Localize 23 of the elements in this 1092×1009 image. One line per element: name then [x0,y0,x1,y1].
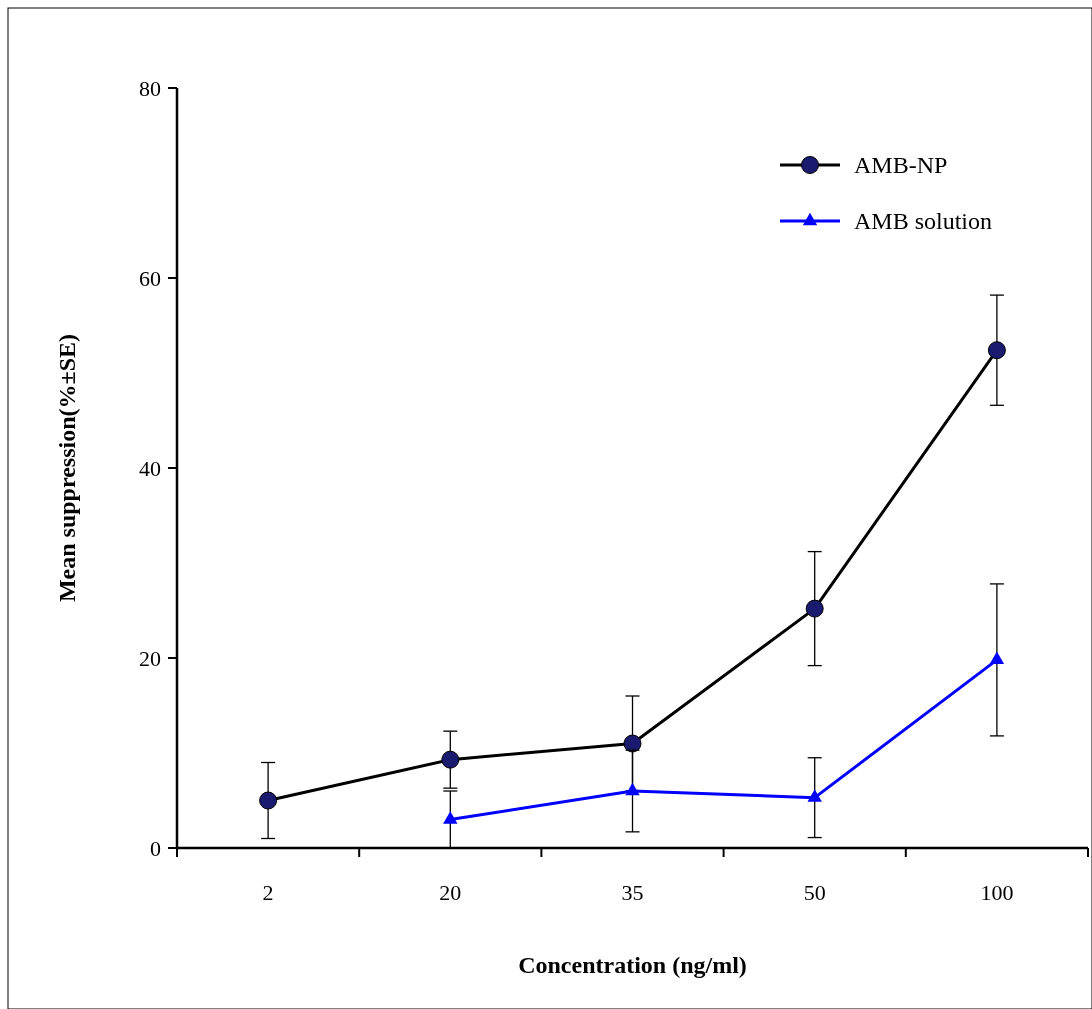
point [989,651,1005,665]
point [805,599,824,618]
y-tick-label: 40 [139,455,161,481]
y-tick-label: 20 [139,645,161,671]
x-tick-label: 35 [621,880,644,905]
legend-label: AMB solution [854,208,993,235]
y-tick-label: 60 [139,265,161,291]
legend-label: AMB-NP [854,152,948,179]
x-tick-label: 50 [803,880,826,905]
point [441,750,460,769]
y-tick-label: 0 [150,835,161,861]
x-tick-label: 100 [980,880,1014,905]
point [625,782,640,796]
y-axis-title: Mean suppression(%±SE) [54,333,80,603]
x-axis-title: Concentration (ng/ml) [518,952,747,978]
point [623,734,642,753]
point [443,811,458,824]
point [807,789,822,802]
point [259,791,278,810]
x-tick-label: 2 [262,880,274,905]
x-tick-label: 20 [439,880,462,905]
y-tick-label: 80 [139,75,161,101]
point [987,341,1006,360]
